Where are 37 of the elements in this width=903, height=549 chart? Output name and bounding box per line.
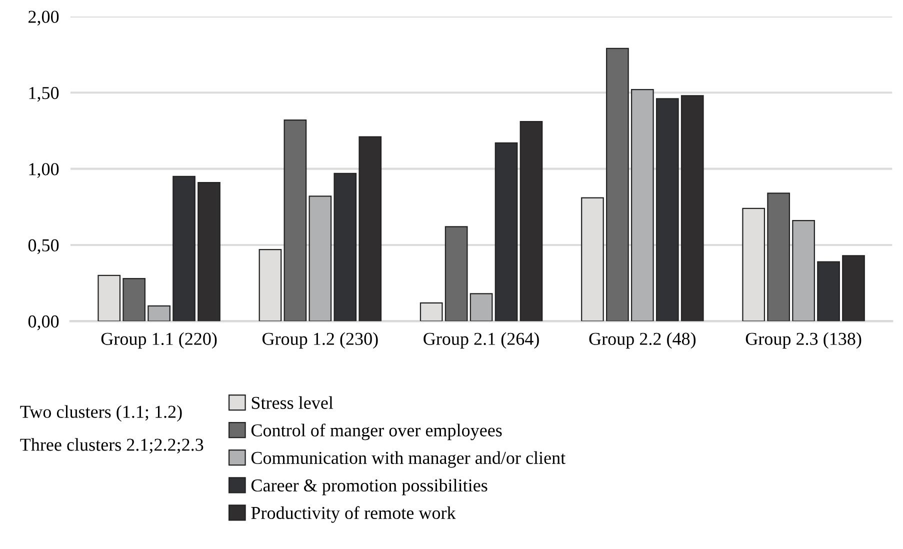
bar bbox=[680, 95, 704, 322]
bar bbox=[358, 136, 382, 322]
y-tick-label: 0,50 bbox=[28, 239, 59, 254]
legend-label: Productivity of remote work bbox=[251, 506, 456, 523]
bar bbox=[792, 220, 815, 322]
legend-label: Stress level bbox=[252, 396, 334, 409]
bar bbox=[148, 305, 170, 322]
bar bbox=[444, 226, 468, 322]
text: Three clusters 2.1;2.2;2.3 bbox=[20, 438, 204, 454]
bar bbox=[172, 176, 196, 322]
bar bbox=[606, 48, 629, 322]
bar bbox=[122, 278, 146, 322]
bar bbox=[656, 98, 679, 322]
x-tick-label: Group 2.1 (264) bbox=[424, 332, 539, 349]
bar bbox=[308, 196, 332, 322]
x-tick-label: Group 1.1 (220) bbox=[101, 332, 217, 349]
bar bbox=[767, 192, 790, 322]
bar bbox=[817, 261, 840, 322]
bar bbox=[284, 120, 307, 322]
y-tick-label: 2,00 bbox=[28, 10, 59, 26]
bar bbox=[842, 255, 865, 322]
x-tick-label: Group 2.3 (138) bbox=[746, 332, 862, 349]
legend-label: Control of manger over employees bbox=[251, 424, 502, 440]
x-tick-label: Group 1.2 (230) bbox=[262, 332, 378, 349]
legend-label: Communication with manager and/or client bbox=[251, 451, 566, 468]
text: Two clusters (1.1; 1.2) bbox=[20, 405, 182, 422]
bar bbox=[334, 172, 357, 322]
bar bbox=[470, 293, 493, 322]
y-tick-label: 1,00 bbox=[29, 163, 59, 178]
bar bbox=[630, 89, 654, 322]
y-tick-label: 0,00 bbox=[28, 315, 59, 330]
legend-label: Career & promotion possibilities bbox=[251, 478, 488, 496]
bar bbox=[520, 121, 543, 322]
x-tick-label: Group 2.2 (48) bbox=[589, 332, 696, 349]
bar bbox=[198, 182, 220, 322]
y-tick-label: 1,50 bbox=[29, 86, 59, 102]
bar bbox=[494, 142, 518, 322]
